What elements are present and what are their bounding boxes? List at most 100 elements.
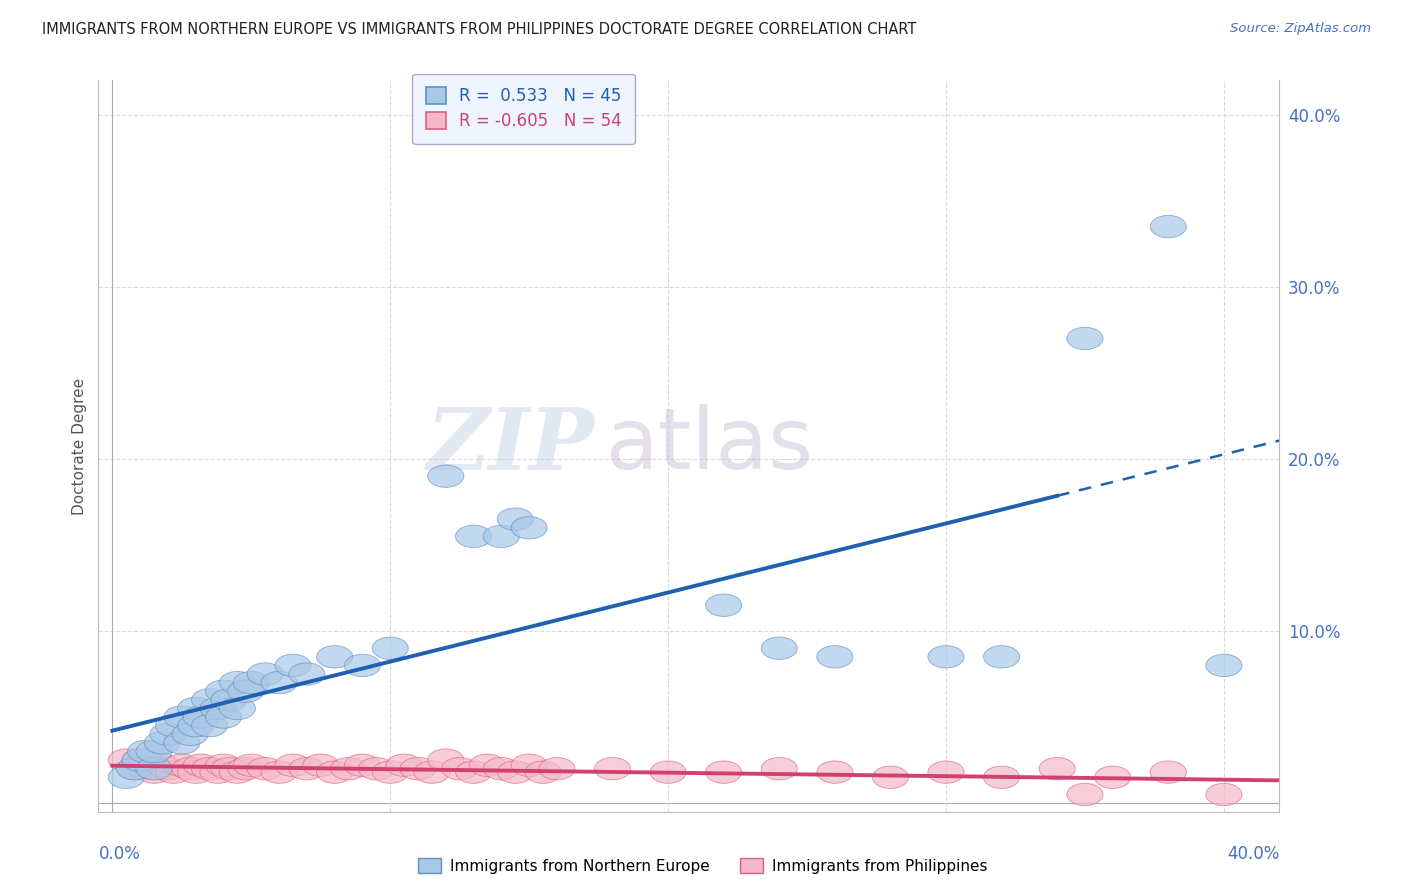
Ellipse shape xyxy=(191,714,228,737)
Ellipse shape xyxy=(427,465,464,487)
Ellipse shape xyxy=(1039,757,1076,780)
Ellipse shape xyxy=(211,689,247,711)
Ellipse shape xyxy=(498,508,533,531)
Ellipse shape xyxy=(928,761,965,783)
Ellipse shape xyxy=(984,646,1019,668)
Ellipse shape xyxy=(302,754,339,776)
Ellipse shape xyxy=(399,757,436,780)
Ellipse shape xyxy=(108,766,145,789)
Ellipse shape xyxy=(470,754,506,776)
Ellipse shape xyxy=(316,646,353,668)
Ellipse shape xyxy=(219,698,256,720)
Ellipse shape xyxy=(538,757,575,780)
Ellipse shape xyxy=(172,757,208,780)
Legend: Immigrants from Northern Europe, Immigrants from Philippines: Immigrants from Northern Europe, Immigra… xyxy=(412,852,994,880)
Ellipse shape xyxy=(219,672,256,694)
Ellipse shape xyxy=(128,740,163,763)
Ellipse shape xyxy=(136,757,172,780)
Ellipse shape xyxy=(316,761,353,783)
Ellipse shape xyxy=(1067,783,1102,805)
Ellipse shape xyxy=(817,761,853,783)
Ellipse shape xyxy=(172,723,208,746)
Ellipse shape xyxy=(1206,654,1241,677)
Ellipse shape xyxy=(228,757,264,780)
Ellipse shape xyxy=(122,749,157,772)
Ellipse shape xyxy=(205,680,242,702)
Ellipse shape xyxy=(498,761,533,783)
Ellipse shape xyxy=(761,757,797,780)
Ellipse shape xyxy=(484,525,519,548)
Ellipse shape xyxy=(484,757,519,780)
Ellipse shape xyxy=(177,714,214,737)
Ellipse shape xyxy=(183,706,219,728)
Ellipse shape xyxy=(373,637,408,659)
Ellipse shape xyxy=(276,654,311,677)
Ellipse shape xyxy=(205,754,242,776)
Text: Source: ZipAtlas.com: Source: ZipAtlas.com xyxy=(1230,22,1371,36)
Ellipse shape xyxy=(288,757,325,780)
Ellipse shape xyxy=(177,761,214,783)
Ellipse shape xyxy=(219,761,256,783)
Ellipse shape xyxy=(413,761,450,783)
Ellipse shape xyxy=(817,646,853,668)
Ellipse shape xyxy=(136,740,172,763)
Ellipse shape xyxy=(872,766,908,789)
Ellipse shape xyxy=(262,761,297,783)
Ellipse shape xyxy=(211,757,247,780)
Ellipse shape xyxy=(156,761,191,783)
Ellipse shape xyxy=(456,761,492,783)
Ellipse shape xyxy=(359,757,394,780)
Ellipse shape xyxy=(706,594,742,616)
Ellipse shape xyxy=(650,761,686,783)
Ellipse shape xyxy=(233,672,270,694)
Ellipse shape xyxy=(150,757,186,780)
Ellipse shape xyxy=(512,516,547,539)
Ellipse shape xyxy=(145,754,180,776)
Ellipse shape xyxy=(512,754,547,776)
Ellipse shape xyxy=(1095,766,1130,789)
Ellipse shape xyxy=(344,754,381,776)
Ellipse shape xyxy=(108,749,145,772)
Ellipse shape xyxy=(128,757,163,780)
Ellipse shape xyxy=(330,757,367,780)
Ellipse shape xyxy=(233,754,270,776)
Ellipse shape xyxy=(156,714,191,737)
Ellipse shape xyxy=(1067,327,1102,350)
Ellipse shape xyxy=(524,761,561,783)
Ellipse shape xyxy=(373,761,408,783)
Ellipse shape xyxy=(456,525,492,548)
Ellipse shape xyxy=(276,754,311,776)
Ellipse shape xyxy=(200,761,236,783)
Text: ZIP: ZIP xyxy=(426,404,595,488)
Ellipse shape xyxy=(1206,783,1241,805)
Ellipse shape xyxy=(136,761,172,783)
Ellipse shape xyxy=(117,757,153,780)
Ellipse shape xyxy=(928,646,965,668)
Ellipse shape xyxy=(262,672,297,694)
Ellipse shape xyxy=(200,698,236,720)
Ellipse shape xyxy=(706,761,742,783)
Ellipse shape xyxy=(595,757,630,780)
Ellipse shape xyxy=(183,754,219,776)
Ellipse shape xyxy=(117,757,153,780)
Ellipse shape xyxy=(122,749,157,772)
Ellipse shape xyxy=(163,706,200,728)
Ellipse shape xyxy=(163,731,200,754)
Ellipse shape xyxy=(427,749,464,772)
Y-axis label: Doctorate Degree: Doctorate Degree xyxy=(72,377,87,515)
Text: atlas: atlas xyxy=(606,404,814,488)
Ellipse shape xyxy=(344,654,381,677)
Ellipse shape xyxy=(150,723,186,746)
Ellipse shape xyxy=(205,706,242,728)
Ellipse shape xyxy=(247,757,283,780)
Ellipse shape xyxy=(145,731,180,754)
Ellipse shape xyxy=(228,680,264,702)
Ellipse shape xyxy=(387,754,422,776)
Ellipse shape xyxy=(441,757,478,780)
Ellipse shape xyxy=(1150,215,1187,238)
Ellipse shape xyxy=(247,663,283,685)
Ellipse shape xyxy=(761,637,797,659)
Text: IMMIGRANTS FROM NORTHERN EUROPE VS IMMIGRANTS FROM PHILIPPINES DOCTORATE DEGREE : IMMIGRANTS FROM NORTHERN EUROPE VS IMMIG… xyxy=(42,22,917,37)
Ellipse shape xyxy=(177,698,214,720)
Ellipse shape xyxy=(288,663,325,685)
